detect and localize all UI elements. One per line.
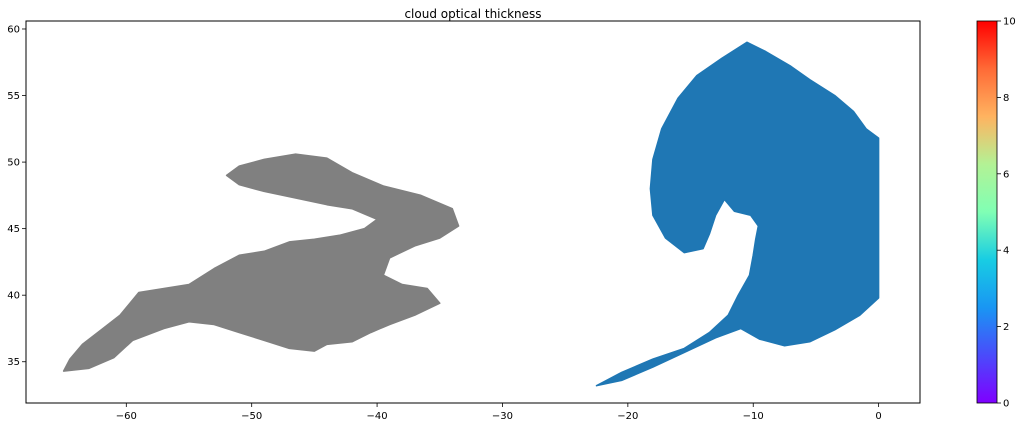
data-regions	[62, 41, 880, 387]
x-tick-label: −40	[367, 411, 388, 422]
x-tick-label: −50	[241, 411, 262, 422]
chart-title: cloud optical thickness	[404, 7, 541, 21]
data-region-1	[62, 153, 460, 372]
y-tick-label: 55	[7, 91, 20, 102]
data-region-2	[595, 41, 880, 387]
colorbar-tick-label: 2	[1003, 322, 1009, 333]
x-tick-label: −30	[492, 411, 513, 422]
y-tick-label: 40	[7, 291, 20, 302]
y-tick-label: 35	[7, 357, 20, 368]
colorbar-tick-label: 10	[1003, 17, 1016, 28]
plot-frame	[25, 20, 921, 404]
x-axis: −60 −50 −40 −30 −20 −10 0	[116, 403, 882, 422]
colorbar-tick-label: 6	[1003, 169, 1009, 180]
colorbar: 0 2 4 6 8 10	[976, 17, 1016, 410]
y-tick-label: 45	[7, 224, 20, 235]
colorbar-ticks: 0 2 4 6 8 10	[997, 17, 1016, 410]
colorbar-gradient	[976, 20, 998, 404]
x-tick-label: −60	[116, 411, 137, 422]
x-tick-label: −10	[743, 411, 764, 422]
y-tick-label: 60	[7, 24, 20, 35]
x-tick-label: −20	[617, 411, 638, 422]
x-tick-label: 0	[875, 411, 881, 422]
colorbar-tick-label: 0	[1003, 399, 1009, 410]
y-tick-label: 50	[7, 158, 20, 169]
colorbar-tick-label: 8	[1003, 93, 1009, 104]
y-axis: 35 40 45 50 55 60	[7, 24, 26, 368]
colorbar-tick-label: 4	[1003, 246, 1009, 257]
